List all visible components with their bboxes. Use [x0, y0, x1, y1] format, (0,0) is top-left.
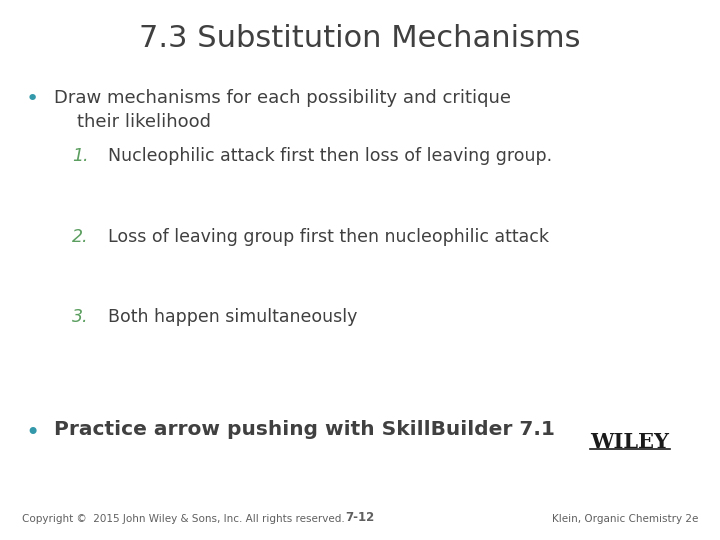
Text: Klein, Organic Chemistry 2e: Klein, Organic Chemistry 2e: [552, 514, 698, 524]
Text: Loss of leaving group first then nucleophilic attack: Loss of leaving group first then nucleop…: [108, 228, 549, 246]
Text: Draw mechanisms for each possibility and critique: Draw mechanisms for each possibility and…: [54, 89, 511, 107]
Text: WILEY: WILEY: [590, 432, 670, 452]
Text: Nucleophilic attack first then loss of leaving group.: Nucleophilic attack first then loss of l…: [108, 147, 552, 165]
Text: 1.: 1.: [72, 147, 89, 165]
Text: their likelihood: their likelihood: [54, 113, 211, 131]
Text: •: •: [25, 421, 40, 445]
Text: Copyright ©  2015 John Wiley & Sons, Inc. All rights reserved.: Copyright © 2015 John Wiley & Sons, Inc.…: [22, 514, 344, 524]
Text: Practice arrow pushing with SkillBuilder 7.1: Practice arrow pushing with SkillBuilder…: [54, 420, 555, 439]
Text: 7-12: 7-12: [346, 511, 374, 524]
Text: 7.3 Substitution Mechanisms: 7.3 Substitution Mechanisms: [139, 24, 581, 53]
Text: Both happen simultaneously: Both happen simultaneously: [108, 308, 357, 326]
Text: 3.: 3.: [72, 308, 89, 326]
Text: 2.: 2.: [72, 228, 89, 246]
Text: •: •: [25, 89, 38, 109]
